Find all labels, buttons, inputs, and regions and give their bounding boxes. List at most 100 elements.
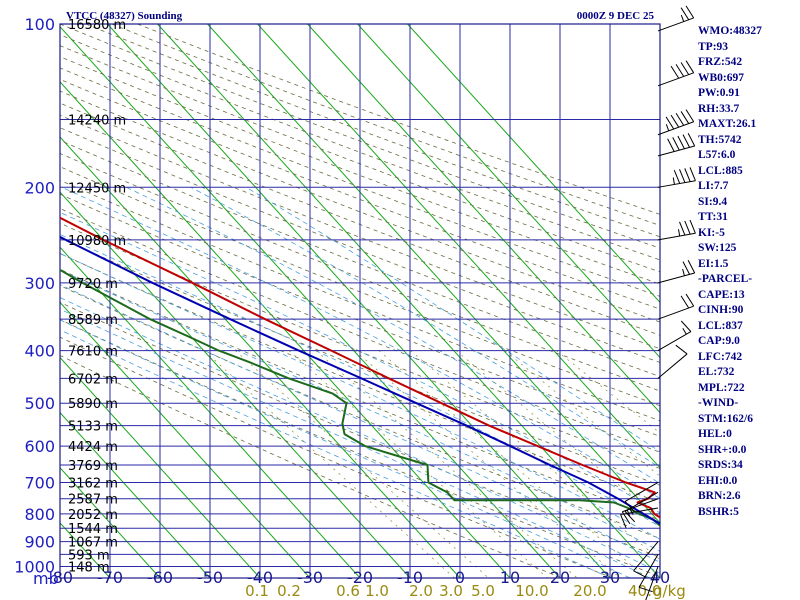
index-entry: STM:162/6	[698, 412, 753, 425]
index-entry: LCL:837	[698, 319, 743, 332]
temperature-tick-label: -10	[397, 568, 423, 587]
isotherm-line	[60, 136, 461, 578]
isobar-grid	[60, 24, 660, 578]
wind-barb-feather	[682, 134, 691, 148]
index-entry: CAP:9.0	[698, 335, 740, 347]
wind-barb-feather	[665, 116, 675, 130]
dry-adiabat-line	[60, 56, 660, 285]
wind-barb-feather	[670, 65, 680, 79]
moist-adiabat-line	[60, 269, 660, 552]
temperature-axis: -80 -70 -60 -50 -40 -30 -20 -10 0 10 20 30 40	[47, 568, 670, 587]
wind-barb-feather	[677, 135, 685, 149]
wind-barb-feather	[685, 293, 695, 307]
dry-adiabat-line	[60, 222, 660, 469]
dry-adiabat-line	[60, 139, 660, 378]
sounding-indices-panel: WMO:48327 TP:93 FRZ:542 WB0:697 PW:0.91 RH:33…	[698, 24, 798, 520]
wind-barb-feather	[685, 60, 695, 74]
height-label: 593 m	[68, 548, 110, 563]
wind-barb-feather	[685, 5, 695, 19]
dry-adiabat-line	[60, 152, 660, 392]
isotherm-line	[60, 356, 261, 578]
wind-barb-shaft	[657, 232, 696, 241]
index-entry: MAXT:26.1	[698, 118, 757, 130]
index-entry: KI:-5	[698, 226, 725, 239]
isotherm-grid	[0, 24, 660, 578]
mixing-ratio-axis: 0.1 0.2 0.6 1.0 2.0 3.0 5.0 10.0 20.0 40.0	[245, 582, 661, 600]
wind-barb	[657, 219, 696, 241]
dry-adiabat-line	[60, 45, 660, 273]
height-label: 12450 m	[68, 181, 126, 196]
isotherm-line	[407, 24, 660, 304]
isotherm-line	[107, 24, 611, 578]
index-entry: EHI:0.0	[698, 474, 738, 487]
wind-barb	[657, 260, 696, 284]
dry-adiabat-line	[60, 24, 660, 249]
temperature-tick-label: -40	[247, 568, 273, 587]
dry-adiabat-line	[60, 355, 562, 578]
wind-barb-feather	[679, 169, 686, 183]
height-label: 5890 m	[68, 397, 118, 412]
pressure-axis: 100 200 300 400 500 600 700 800 900 1000	[14, 15, 55, 577]
height-label: 2587 m	[68, 493, 118, 508]
wind-barb	[657, 167, 696, 188]
index-entry: LFC:742	[698, 350, 743, 363]
moist-adiabat-line	[60, 253, 660, 540]
wind-barbs	[620, 5, 696, 600]
temperature-tick-label: -70	[97, 568, 123, 587]
dry-adiabat-line	[60, 319, 660, 578]
dry-adiabat-line	[60, 114, 660, 350]
mixing-ratio-line	[288, 350, 548, 578]
temperature-tick-label: 30	[600, 568, 620, 587]
wind-barb-shaft	[657, 272, 695, 284]
index-entry: CINH:90	[698, 304, 744, 316]
height-label: 5133 m	[68, 420, 118, 435]
moist-adiabat-line	[126, 186, 660, 484]
moist-adiabat-line	[60, 329, 611, 578]
isotherm-line	[0, 24, 10, 578]
height-label: 1544 m	[68, 522, 118, 537]
index-entry: TH:5742	[698, 133, 742, 146]
pressure-tick-label: 700	[24, 473, 55, 492]
moist-adiabat-line	[61, 186, 660, 499]
wind-barb-feather	[675, 112, 685, 126]
wind-barb-feather	[680, 111, 690, 124]
dry-adiabat-line	[60, 127, 660, 363]
dry-adiabat-line	[60, 285, 660, 539]
index-entry: MPL:722	[698, 381, 745, 394]
wind-barb-shaft	[633, 541, 659, 572]
dry-adiabat-line	[60, 67, 660, 297]
moist-adiabat-line	[60, 233, 660, 527]
index-entry: RH:33.7	[698, 102, 740, 115]
index-entry: TT:31	[698, 211, 728, 223]
height-label: 4424 m	[68, 440, 118, 455]
mixing-ratio-line	[455, 350, 660, 520]
index-entry: TP:93	[698, 40, 729, 53]
moist-adiabat-line	[245, 186, 660, 453]
wind-barb-shaft	[645, 566, 659, 600]
wind-barb	[624, 482, 659, 513]
index-entry: SHR+:0.0	[698, 443, 747, 456]
dry-adiabat-line	[60, 102, 660, 336]
pressure-unit-label: mb	[33, 569, 59, 588]
isotherm-line	[60, 81, 511, 578]
pressure-tick-label: 300	[24, 274, 55, 293]
dry-adiabat-line	[60, 301, 660, 558]
wind-barb-shaft	[657, 17, 694, 32]
wind-barb	[633, 541, 659, 578]
temperature-tick-label: -30	[297, 568, 323, 587]
isotherm-line	[60, 25, 561, 578]
wind-barb-feather	[675, 64, 685, 77]
index-entry: -WIND-	[698, 397, 739, 409]
index-entry: LCL:885	[698, 164, 743, 177]
moist-adiabat-line	[60, 284, 660, 563]
pressure-tick-label: 900	[24, 533, 55, 552]
index-entry: EL:732	[698, 366, 735, 378]
isotherm-line	[357, 24, 660, 359]
temperature-tick-label: 0	[455, 568, 465, 587]
wind-barb	[645, 566, 659, 600]
wind-barb-feather	[673, 170, 681, 184]
index-entry: BRN:2.6	[698, 490, 741, 502]
wind-barb-feather	[680, 295, 690, 309]
wind-barb-half-feather	[629, 508, 634, 516]
